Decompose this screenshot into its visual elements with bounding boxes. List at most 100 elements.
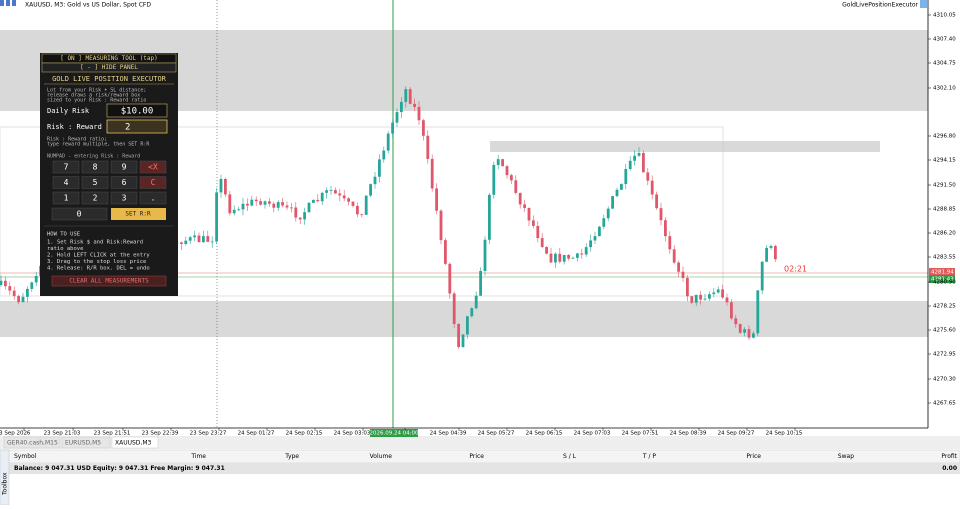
time-label: 24 Sep 04:39 xyxy=(430,431,467,437)
key[interactable] xyxy=(139,160,167,174)
key-label[interactable]: 1 xyxy=(64,194,69,203)
candle xyxy=(514,180,518,193)
key[interactable] xyxy=(52,176,80,189)
time-label: 23 Sep 23:27 xyxy=(190,431,227,437)
ask-label: 4281.43 xyxy=(931,277,954,283)
candle xyxy=(540,238,544,247)
time-label: 24 Sep 03:03 xyxy=(334,431,371,437)
panel-line: Lot from your Risk + SL distance; xyxy=(47,88,146,94)
time-label: 24 Sep 07:51 xyxy=(622,431,659,437)
candle xyxy=(180,242,183,245)
candle xyxy=(637,153,641,156)
candle xyxy=(536,225,540,239)
candle xyxy=(369,184,372,196)
candle xyxy=(34,275,38,283)
key-label[interactable]: 3 xyxy=(122,194,127,203)
risk-input[interactable]: $10.00 xyxy=(121,107,154,117)
candle xyxy=(404,89,408,102)
candle xyxy=(444,240,447,264)
bid-label: 4281.94 xyxy=(931,270,954,276)
bar-timer: 02:21 xyxy=(784,265,807,274)
key[interactable] xyxy=(52,160,80,174)
time-label: 24 Sep 02:15 xyxy=(286,431,323,437)
key-label[interactable]: 7 xyxy=(64,163,69,172)
rr-input[interactable]: 2 xyxy=(125,123,130,133)
key[interactable] xyxy=(52,191,80,205)
key-label[interactable]: <X xyxy=(148,163,158,172)
key-zero[interactable]: 0 xyxy=(77,210,82,219)
price-label: 4283.55 xyxy=(933,255,956,261)
key-label[interactable]: C xyxy=(151,178,156,187)
candle xyxy=(545,246,548,254)
tab-label[interactable]: GER40.cash,M15 xyxy=(7,440,58,447)
column-header: Price xyxy=(746,453,761,460)
key-label[interactable]: 5 xyxy=(93,178,98,187)
candle xyxy=(338,193,342,196)
tab[interactable] xyxy=(3,436,61,449)
price-label: 4270.30 xyxy=(933,377,956,383)
key-label[interactable]: 9 xyxy=(122,163,127,172)
candle xyxy=(351,201,355,206)
candle xyxy=(184,240,188,245)
key-label[interactable]: 6 xyxy=(122,178,127,187)
candle xyxy=(752,333,755,338)
candle xyxy=(461,334,465,348)
candle xyxy=(378,159,381,177)
candle xyxy=(294,207,298,218)
key[interactable] xyxy=(81,176,109,189)
candle xyxy=(501,159,504,167)
candle xyxy=(628,160,632,170)
candle xyxy=(12,290,16,297)
candle xyxy=(571,257,575,259)
tool-toggle[interactable]: [ ON ] MEASURING TOOL (tap) xyxy=(60,55,158,62)
balance-row: Balance: 9 047.31 USD Equity: 9 047.31 F… xyxy=(14,465,225,472)
candle xyxy=(276,202,280,208)
candle xyxy=(232,209,236,214)
panel-line: Risk : Reward ratio; xyxy=(47,137,107,143)
candle xyxy=(593,236,597,241)
candle xyxy=(760,261,764,291)
candle xyxy=(263,201,267,205)
candle xyxy=(285,205,289,208)
time-label: 23 Sep 21:51 xyxy=(94,431,131,437)
time-label: 24 Sep 01:27 xyxy=(238,431,275,437)
panel-title: GOLD LIVE POSITION EXECUTOR xyxy=(52,75,167,83)
candle xyxy=(664,220,667,237)
toolbox-tab[interactable]: Toolbox xyxy=(2,472,9,496)
tab-label[interactable]: XAUUSD,M3 xyxy=(115,440,152,447)
candle xyxy=(756,290,760,334)
key[interactable] xyxy=(81,191,109,205)
key-label[interactable]: 8 xyxy=(93,163,98,172)
key[interactable] xyxy=(81,160,109,174)
candle xyxy=(448,263,452,294)
key[interactable] xyxy=(110,176,138,189)
tab-label[interactable]: EURUSD,M5 xyxy=(65,440,101,447)
candle xyxy=(325,190,328,193)
key[interactable] xyxy=(110,160,138,174)
price-label: 4307.40 xyxy=(933,37,956,43)
candle xyxy=(646,172,650,181)
risk-label: Daily Risk xyxy=(47,107,90,115)
hide-panel[interactable]: [ - ] HIDE PANEL xyxy=(80,64,138,71)
key-label[interactable]: 2 xyxy=(93,194,98,203)
key-label[interactable]: . xyxy=(151,194,156,203)
candle xyxy=(694,294,698,303)
set-rr[interactable]: SET R:R xyxy=(125,211,151,218)
candle xyxy=(329,190,333,191)
rr-label: Risk : Reward xyxy=(47,123,102,131)
clear-all[interactable]: CLEAR ALL MEASUREMENTS xyxy=(69,278,149,285)
candle xyxy=(395,112,399,123)
candle xyxy=(320,192,324,202)
panel-line: sized to your Risk : Reward ratio xyxy=(47,98,146,104)
key[interactable] xyxy=(139,176,167,189)
tab[interactable] xyxy=(61,436,111,449)
panel-line: 4. Release: R/R box. DEL = undo xyxy=(47,266,150,272)
price-label: 4304.75 xyxy=(933,61,956,67)
tab[interactable] xyxy=(111,436,159,449)
key-label[interactable]: 4 xyxy=(64,178,69,187)
candle xyxy=(589,240,592,248)
price-label: 4291.50 xyxy=(933,183,956,189)
candle xyxy=(413,103,416,107)
key[interactable] xyxy=(139,191,167,205)
key[interactable] xyxy=(110,191,138,205)
